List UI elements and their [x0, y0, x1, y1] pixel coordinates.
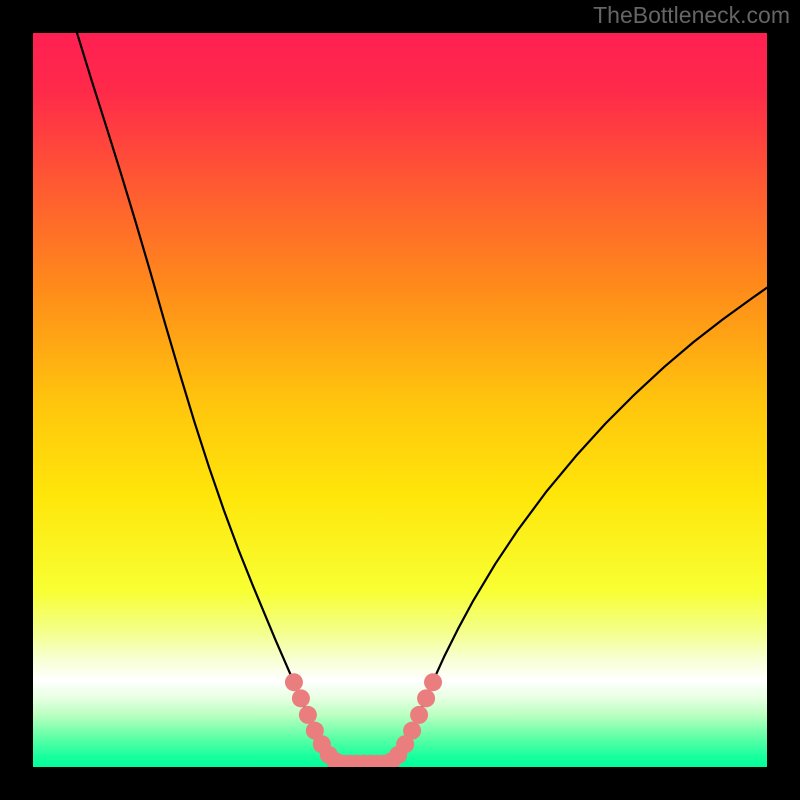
curve-marker: [285, 673, 303, 691]
watermark-text: TheBottleneck.com: [593, 2, 790, 29]
curve-marker: [299, 706, 317, 724]
curve-marker: [292, 689, 310, 707]
curve-marker: [424, 673, 442, 691]
bottleneck-chart: [0, 0, 800, 800]
curve-marker: [410, 706, 428, 724]
curve-marker: [417, 689, 435, 707]
plot-background-gradient: [33, 33, 767, 767]
curve-marker: [403, 722, 421, 740]
